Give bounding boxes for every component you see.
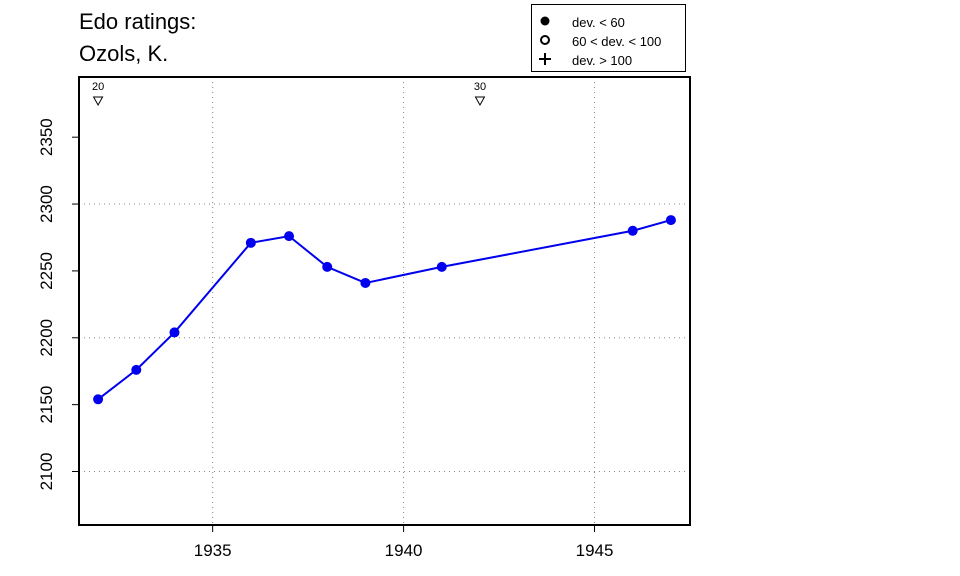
y-tick-label: 2350 [37,118,56,156]
data-point [245,237,256,248]
data-point [665,215,676,226]
data-point [93,394,104,405]
marker-triangle [474,96,486,107]
legend-item: dev. > 100 [532,52,685,70]
data-point [436,261,447,272]
legend-label: 60 < dev. < 100 [572,34,662,49]
y-tick-label: 2150 [37,386,56,424]
open-circle-icon [540,35,550,45]
legend-label: dev. > 100 [572,53,633,68]
legend-item: 60 < dev. < 100 [532,33,685,51]
data-point [322,261,333,272]
legend-item: dev. < 60 [532,14,685,32]
y-tick-label: 2300 [37,185,56,223]
x-tick-label: 1945 [576,541,614,560]
legend: dev. < 60 60 < dev. < 100 dev. > 100 [531,4,686,72]
chart-subtitle: Ozols, K. [79,41,169,66]
series-line [97,219,672,401]
data-point [284,231,295,242]
chart-title: Edo ratings: [79,9,197,34]
plus-icon [539,53,551,65]
plot-frame [78,76,691,526]
legend-label: dev. < 60 [572,15,625,30]
marker-label: 20 [92,81,104,93]
data-point [169,327,180,338]
y-tick-label: 2200 [37,319,56,357]
marker-triangle [92,96,104,107]
y-tick-label: 2100 [37,453,56,491]
x-tick-label: 1935 [194,541,232,560]
data-point [131,364,142,375]
filled-circle-icon [540,16,550,26]
data-point [627,225,638,236]
x-tick-label: 1940 [385,541,423,560]
marker-label: 30 [474,81,486,93]
y-tick-label: 2250 [37,252,56,290]
data-point [360,277,371,288]
